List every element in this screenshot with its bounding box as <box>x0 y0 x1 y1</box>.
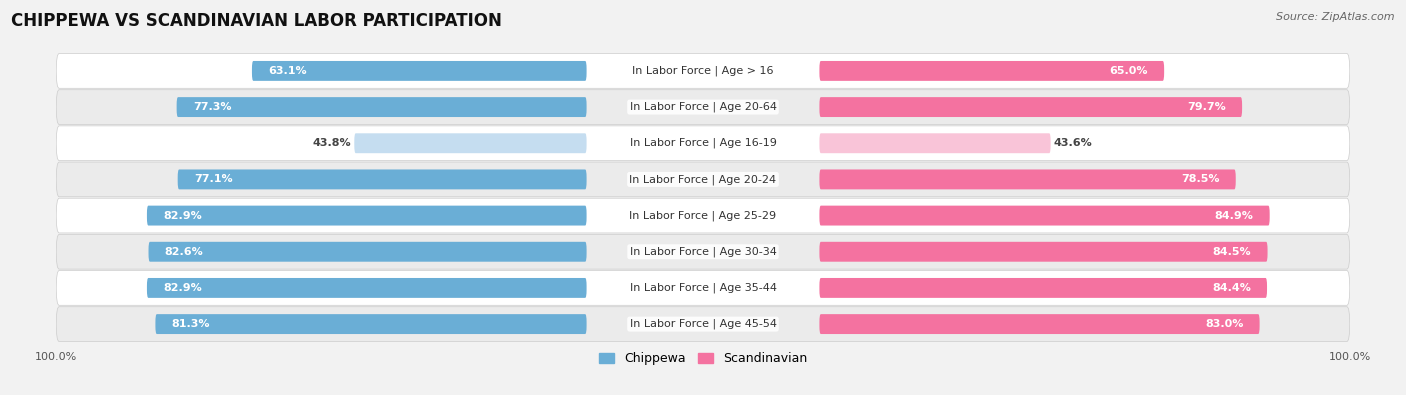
Text: 43.6%: 43.6% <box>1054 138 1092 148</box>
FancyBboxPatch shape <box>56 162 1350 197</box>
FancyBboxPatch shape <box>820 314 1260 334</box>
FancyBboxPatch shape <box>820 278 1267 298</box>
Text: 77.1%: 77.1% <box>194 175 232 184</box>
FancyBboxPatch shape <box>56 307 1350 341</box>
FancyBboxPatch shape <box>56 90 1350 124</box>
FancyBboxPatch shape <box>354 133 586 153</box>
FancyBboxPatch shape <box>56 198 1350 233</box>
FancyBboxPatch shape <box>820 61 1164 81</box>
Legend: Chippewa, Scandinavian: Chippewa, Scandinavian <box>599 352 807 365</box>
Text: Source: ZipAtlas.com: Source: ZipAtlas.com <box>1277 12 1395 22</box>
Text: In Labor Force | Age 25-29: In Labor Force | Age 25-29 <box>630 210 776 221</box>
Text: 82.9%: 82.9% <box>163 283 202 293</box>
Text: 79.7%: 79.7% <box>1187 102 1226 112</box>
FancyBboxPatch shape <box>820 133 1050 153</box>
FancyBboxPatch shape <box>56 271 1350 305</box>
FancyBboxPatch shape <box>820 242 1268 262</box>
Text: In Labor Force | Age 20-64: In Labor Force | Age 20-64 <box>630 102 776 112</box>
Text: CHIPPEWA VS SCANDINAVIAN LABOR PARTICIPATION: CHIPPEWA VS SCANDINAVIAN LABOR PARTICIPA… <box>11 12 502 30</box>
Text: 84.5%: 84.5% <box>1213 247 1251 257</box>
Text: In Labor Force | Age 20-24: In Labor Force | Age 20-24 <box>630 174 776 185</box>
Text: 65.0%: 65.0% <box>1109 66 1147 76</box>
Text: In Labor Force | Age 16-19: In Labor Force | Age 16-19 <box>630 138 776 149</box>
Text: 84.4%: 84.4% <box>1212 283 1251 293</box>
Text: 84.9%: 84.9% <box>1215 211 1254 220</box>
FancyBboxPatch shape <box>820 169 1236 189</box>
Text: 78.5%: 78.5% <box>1181 175 1219 184</box>
Text: In Labor Force | Age > 16: In Labor Force | Age > 16 <box>633 66 773 76</box>
FancyBboxPatch shape <box>149 242 586 262</box>
Text: 81.3%: 81.3% <box>172 319 209 329</box>
Text: 63.1%: 63.1% <box>269 66 307 76</box>
FancyBboxPatch shape <box>56 234 1350 269</box>
FancyBboxPatch shape <box>820 97 1241 117</box>
Text: 77.3%: 77.3% <box>193 102 232 112</box>
Text: In Labor Force | Age 45-54: In Labor Force | Age 45-54 <box>630 319 776 329</box>
Text: In Labor Force | Age 35-44: In Labor Force | Age 35-44 <box>630 283 776 293</box>
FancyBboxPatch shape <box>56 54 1350 88</box>
FancyBboxPatch shape <box>148 278 586 298</box>
Text: In Labor Force | Age 30-34: In Labor Force | Age 30-34 <box>630 246 776 257</box>
FancyBboxPatch shape <box>148 206 586 226</box>
FancyBboxPatch shape <box>177 169 586 189</box>
Text: 83.0%: 83.0% <box>1205 319 1243 329</box>
FancyBboxPatch shape <box>156 314 586 334</box>
FancyBboxPatch shape <box>252 61 586 81</box>
FancyBboxPatch shape <box>56 126 1350 161</box>
FancyBboxPatch shape <box>177 97 586 117</box>
Text: 82.6%: 82.6% <box>165 247 204 257</box>
Text: 82.9%: 82.9% <box>163 211 202 220</box>
FancyBboxPatch shape <box>820 206 1270 226</box>
Text: 43.8%: 43.8% <box>312 138 352 148</box>
